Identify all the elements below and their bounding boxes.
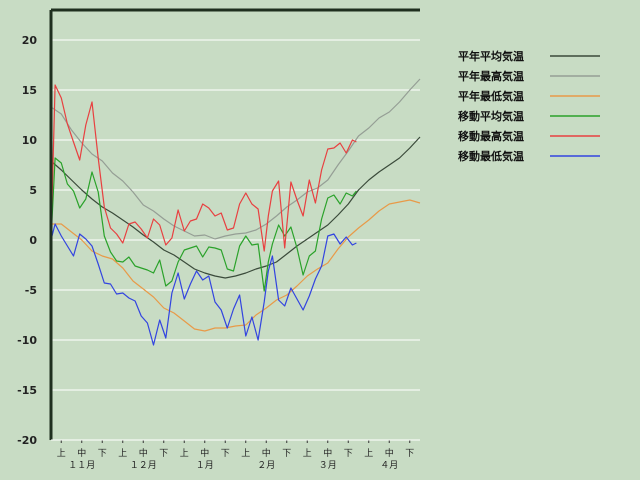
x-period-label: 上 [303,448,312,459]
y-tick-label: -20 [17,434,37,447]
y-tick-label: 0 [29,234,37,247]
x-period-label: 下 [282,449,291,459]
x-month-label: １２月 [130,460,157,471]
y-tick-label: 20 [22,34,38,47]
legend-label: 平年平均気温 [458,49,524,63]
x-month-label: ４月 [380,460,398,471]
x-period-label: 下 [405,449,414,459]
y-tick-label: 10 [22,134,38,147]
x-period-label: 下 [221,449,230,459]
x-period-label: 上 [57,448,66,459]
y-axis-ticks: 20 15 10 5 0 -5 -10 -15 -20 [17,34,37,447]
series-lines [50,78,421,346]
x-period-label: 中 [200,447,209,459]
x-period-label: 上 [180,448,189,459]
x-month-label: ３月 [319,460,337,471]
series-line-5 [50,223,357,346]
x-period-label: 下 [159,449,168,459]
series-line-1 [50,78,421,240]
x-period-label: 中 [77,447,86,459]
x-period-label: 上 [241,448,250,459]
x-period-label: 下 [344,449,353,459]
legend-label: 移動最高気温 [458,129,524,143]
y-tick-label: -10 [17,334,37,347]
x-period-label: 上 [364,448,373,459]
legend-label: 移動平均気温 [458,109,524,123]
legend-label: 平年最高気温 [458,69,524,83]
legend-label: 平年最低気温 [458,89,524,103]
x-month-label: ２月 [257,460,275,471]
y-tick-label: -5 [25,284,37,297]
y-tick-label: -15 [17,384,37,397]
series-line-0 [50,136,421,279]
grid [51,39,420,391]
series-line-3 [50,157,357,292]
series-line-2 [51,199,421,332]
axes [49,8,420,441]
y-tick-label: 5 [29,184,37,197]
x-period-label: 中 [323,447,332,459]
x-period-label: 中 [139,447,148,459]
legend-label: 移動最低気温 [458,149,524,163]
x-month-label: １１月 [68,460,95,471]
x-period-label: 上 [118,448,127,459]
x-month-label: １月 [196,460,214,471]
x-period-label: 中 [262,447,271,459]
x-axis-ticks: 上中下上中下上中下上中下上中下上中下１１月 １２月 １月 ２月 ３月 ４月 [57,440,414,471]
x-period-label: 中 [385,447,394,459]
y-tick-label: 15 [22,84,37,97]
x-period-label: 下 [98,449,107,459]
series-line-4 [50,84,357,252]
